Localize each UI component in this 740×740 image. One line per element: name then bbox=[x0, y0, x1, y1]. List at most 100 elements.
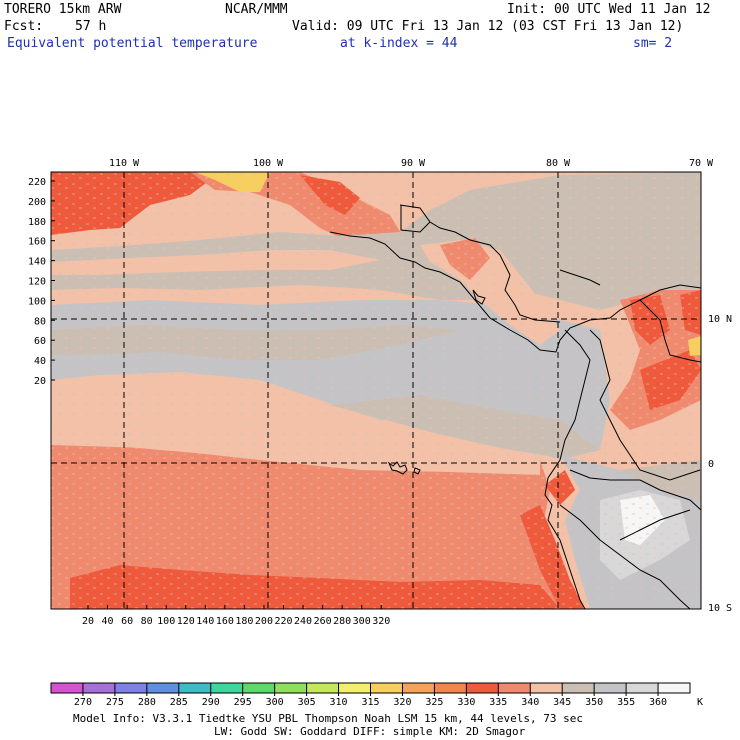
y-tick-label: 180 bbox=[28, 217, 46, 228]
peru-bolivia-border bbox=[559, 504, 691, 609]
y-tick-label: 20 bbox=[34, 376, 46, 387]
lat-label: 10 N bbox=[708, 314, 732, 325]
x-tick-label: 280 bbox=[333, 616, 351, 627]
colombia-border bbox=[589, 329, 701, 481]
colorbar-label: 310 bbox=[330, 697, 348, 708]
colorbar-swatch bbox=[146, 683, 180, 693]
x-tick-label: 200 bbox=[255, 616, 273, 627]
colorbar-label: 290 bbox=[202, 697, 220, 708]
galapagos-islands bbox=[387, 461, 408, 475]
level-info: at k-index = 44 bbox=[340, 36, 458, 51]
colorbar-swatch bbox=[210, 683, 243, 693]
lon-label: 90 W bbox=[401, 158, 426, 169]
y-tick-label: 140 bbox=[28, 257, 46, 268]
peru-border bbox=[569, 469, 701, 511]
x-tick-label: 240 bbox=[294, 616, 312, 627]
colorbar-label: 305 bbox=[298, 697, 316, 708]
lon-label: 100 W bbox=[253, 158, 284, 169]
forecast-hour: 57 h bbox=[75, 19, 106, 34]
colorbar-swatch bbox=[658, 683, 691, 693]
map-plot bbox=[50, 171, 702, 610]
y-grid-ticks: 220 200 180 160 140 120 100 80 60 40 20 bbox=[28, 177, 55, 387]
x-tick-label: 180 bbox=[235, 616, 253, 627]
colorbar-swatch bbox=[306, 683, 339, 693]
x-tick-label: 260 bbox=[314, 616, 332, 627]
colorbar-swatch bbox=[434, 683, 467, 693]
init-time: Init: 00 UTC Wed 11 Jan 12 bbox=[507, 2, 711, 17]
model-info: Model Info: V3.3.1 Tiedtke YSU PBL Thomp… bbox=[73, 712, 583, 725]
coastlines bbox=[329, 204, 701, 609]
colorbar-label: 300 bbox=[266, 697, 284, 708]
yucatan-border bbox=[400, 205, 431, 233]
lon-label: 110 W bbox=[109, 158, 140, 169]
y-tick-label: 40 bbox=[34, 356, 46, 367]
lat-label: 10 S bbox=[708, 603, 732, 614]
colorbar-swatch bbox=[51, 683, 84, 693]
lake-nicaragua bbox=[472, 289, 486, 305]
map-frame bbox=[50, 171, 702, 610]
y-tick-label: 100 bbox=[28, 296, 46, 307]
colorbar-unit: K bbox=[697, 697, 703, 708]
colorbar-swatch bbox=[82, 683, 116, 693]
colorbar-swatch bbox=[562, 683, 595, 693]
colorbar-swatch bbox=[594, 683, 627, 693]
x-tick-label: 20 bbox=[82, 616, 94, 627]
south-america-west-coast bbox=[544, 329, 591, 609]
lon-labels: 110 W 100 W 90 W 80 W 70 W bbox=[109, 158, 714, 169]
colorbar-swatch bbox=[114, 683, 148, 693]
colorbar-swatch bbox=[498, 683, 531, 693]
venezuela-border bbox=[639, 299, 701, 363]
x-tick-label: 220 bbox=[274, 616, 292, 627]
colorbar-label: 315 bbox=[361, 697, 379, 708]
x-tick-label: 140 bbox=[196, 616, 214, 627]
model-name: TORERO 15km ARW bbox=[4, 2, 122, 17]
x-tick-label: 40 bbox=[102, 616, 114, 627]
colorbar-swatch bbox=[530, 683, 563, 693]
colorbar-swatch bbox=[274, 683, 307, 693]
lon-label: 70 W bbox=[689, 158, 714, 169]
x-grid-ticks: 20 40 60 80 100 120 140 160 180 200 220 240 260 280 30… bbox=[82, 605, 390, 627]
colorbar-label: 325 bbox=[425, 697, 443, 708]
colorbar-swatch bbox=[178, 683, 212, 693]
x-tick-label: 100 bbox=[157, 616, 175, 627]
colorbar-swatch bbox=[466, 683, 499, 693]
smoothing-info: sm= 2 bbox=[633, 36, 672, 51]
y-tick-label: 60 bbox=[34, 336, 46, 347]
colorbar-swatch bbox=[626, 683, 659, 693]
y-tick-label: 200 bbox=[28, 197, 46, 208]
y-tick-label: 120 bbox=[28, 277, 46, 288]
lat-label: 0 bbox=[708, 459, 714, 470]
colorbar: 270 275 280 285 290 295 300 305 310 315 320 325 330 3… bbox=[50, 682, 691, 708]
y-tick-label: 220 bbox=[28, 177, 46, 188]
y-tick-label: 80 bbox=[34, 316, 46, 327]
honduras-border bbox=[559, 269, 601, 286]
colorbar-label: 280 bbox=[138, 697, 156, 708]
colorbar-label: 330 bbox=[457, 697, 475, 708]
forecast-label: Fcst: bbox=[4, 19, 43, 34]
lat-labels: 10 N 0 10 S bbox=[708, 314, 732, 614]
colorbar-swatch bbox=[338, 683, 371, 693]
x-tick-label: 160 bbox=[216, 616, 234, 627]
physics-info: LW: Godd SW: Goddard DIFF: simple KM: 2D… bbox=[214, 725, 526, 738]
valid-time: Valid: 09 UTC Fri 13 Jan 12 (03 CST Fri … bbox=[292, 19, 683, 34]
x-tick-label: 320 bbox=[372, 616, 390, 627]
x-tick-label: 300 bbox=[353, 616, 371, 627]
colorbar-label: 355 bbox=[617, 697, 635, 708]
grid-lines bbox=[51, 172, 701, 609]
galapagos-island-east bbox=[413, 467, 421, 475]
field-texture bbox=[51, 172, 701, 609]
colorbar-label: 320 bbox=[393, 697, 411, 708]
colorbar-label: 285 bbox=[170, 697, 188, 708]
brazil-border bbox=[619, 509, 691, 541]
colorbar-label: 350 bbox=[585, 697, 603, 708]
colorbar-label: 360 bbox=[649, 697, 667, 708]
field-name: Equivalent potential temperature bbox=[7, 36, 258, 51]
colorbar-label: 335 bbox=[489, 697, 507, 708]
colorbar-label: 345 bbox=[553, 697, 571, 708]
lon-label: 80 W bbox=[546, 158, 571, 169]
y-tick-label: 160 bbox=[28, 237, 46, 248]
colorbar-swatch bbox=[242, 683, 275, 693]
x-tick-label: 120 bbox=[177, 616, 195, 627]
organization: NCAR/MMM bbox=[225, 2, 288, 17]
